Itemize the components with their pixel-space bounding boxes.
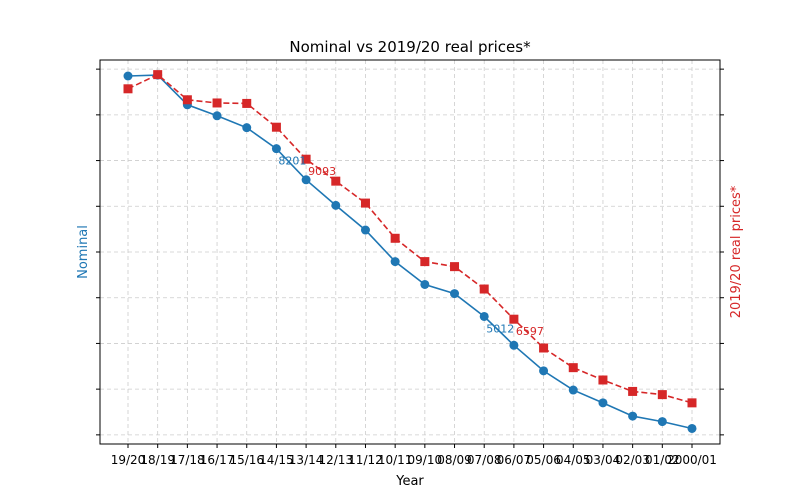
series-2-point: [360, 198, 370, 208]
x-tick-label: 14/15: [259, 453, 294, 467]
x-tick-label: 17/18: [170, 453, 205, 467]
x-tick-label: 11/12: [348, 453, 383, 467]
series-2-point: [242, 98, 252, 108]
series-2-point: [687, 398, 697, 408]
series-group: [123, 70, 697, 433]
grid: [100, 60, 720, 444]
x-tick-label: 2000/01: [667, 453, 717, 467]
series-2-point: [123, 84, 133, 94]
data-label: 8201: [278, 155, 306, 168]
x-tick-label: 04/05: [556, 453, 591, 467]
series-2-point: [450, 262, 460, 272]
series-1-point: [687, 423, 697, 433]
series-1-point: [331, 200, 341, 210]
series-2-point: [331, 176, 341, 186]
x-tick-label: 07/08: [467, 453, 502, 467]
data-label: 9093: [308, 165, 336, 178]
x-tick-label: 01/02: [645, 453, 680, 467]
series-1-point: [568, 385, 578, 395]
left-y-axis-label: Nominal: [76, 225, 91, 279]
x-tick-label: 16/17: [200, 453, 235, 467]
x-tick-label: 03/04: [586, 453, 621, 467]
x-tick-label: 02/03: [615, 453, 650, 467]
series-2-point: [212, 98, 222, 108]
series-2-point: [271, 122, 281, 132]
series-1-point: [420, 279, 430, 289]
series-1-point: [657, 417, 667, 427]
series-1-point: [509, 340, 519, 350]
data-annotations: 8201 5012 9093 6597: [278, 155, 543, 339]
x-tick-label: 19/20: [111, 453, 146, 467]
series-2-point: [568, 363, 578, 373]
series-1-point: [628, 411, 638, 421]
right-y-ticks: [720, 68, 724, 436]
left-y-ticks: [96, 68, 100, 436]
series-1-point: [479, 311, 489, 321]
series-2-point: [539, 343, 549, 353]
series-2-point: [182, 95, 192, 105]
x-tick-label: 06/07: [497, 453, 532, 467]
x-tick-label: 10/11: [378, 453, 413, 467]
x-tick-label: 12/13: [318, 453, 353, 467]
series-1-point: [212, 111, 222, 121]
series-2-point: [598, 375, 608, 385]
x-tick-label: 05/06: [526, 453, 561, 467]
x-tick-label: 15/16: [229, 453, 264, 467]
chart-title: Nominal vs 2019/20 real prices*: [289, 38, 531, 56]
right-y-axis-label: 2019/20 real prices*: [729, 185, 744, 318]
series-line-1: [127, 74, 693, 430]
series-1-point: [271, 144, 281, 154]
series-1-point: [450, 289, 460, 299]
x-tick-label: 08/09: [437, 453, 472, 467]
series-1-point: [598, 398, 608, 408]
series-2-point: [420, 257, 430, 267]
series-2-point: [657, 390, 667, 400]
x-tick-label: 18/19: [140, 453, 175, 467]
series-1-point: [123, 71, 133, 81]
series-2-point: [301, 154, 311, 164]
data-label: 5012: [486, 322, 514, 335]
series-2-point: [628, 386, 638, 396]
series-1-point: [242, 123, 252, 133]
data-label: 6597: [516, 325, 544, 338]
series-1-point: [301, 175, 311, 185]
series-line-2: [127, 73, 693, 404]
series-2-point: [390, 233, 400, 243]
x-tick-label: 09/10: [408, 453, 443, 467]
x-axis-label: Year: [395, 474, 424, 489]
x-tick-label: 13/14: [289, 453, 324, 467]
x-axis-ticks: 19/2018/1917/1816/1715/1614/1513/1412/13…: [111, 444, 717, 467]
series-1-point: [360, 225, 370, 235]
series-2-point: [509, 314, 519, 324]
series-2-point: [479, 284, 489, 294]
series-1-point: [539, 366, 549, 376]
series-1-point: [390, 257, 400, 267]
series-2-point: [153, 70, 163, 80]
